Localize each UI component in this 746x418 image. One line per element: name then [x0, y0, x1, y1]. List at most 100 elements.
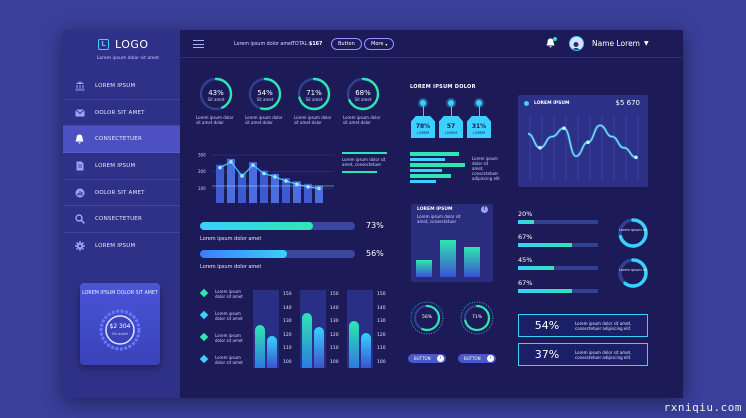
menu-icon[interactable]	[193, 40, 204, 48]
line-point[interactable]	[586, 140, 590, 144]
small-ring-chart	[410, 301, 444, 335]
ring-sub: Sit amet	[207, 97, 225, 102]
line-point[interactable]	[262, 171, 266, 176]
sidebar-item-lorem-ipsum-2[interactable]: LOREM IPSUM	[63, 153, 180, 180]
stat-card[interactable]: 37% Lorem ipsum dolor sit amet, consectet…	[518, 343, 648, 366]
column-tick-label: 120	[377, 332, 386, 338]
h-bar[interactable]	[410, 152, 460, 156]
promo-card[interactable]: LOREM IPSUM DOLOR SIT AMET $2 304 Sit am…	[80, 283, 160, 365]
h-bar[interactable]	[410, 174, 451, 178]
search-icon	[74, 214, 85, 225]
sidebar-item-lorem-ipsum[interactable]: LOREM IPSUM	[63, 73, 180, 100]
list-item[interactable]: Lorem ipsum dolor sit amet	[215, 355, 243, 365]
bar[interactable]	[304, 183, 312, 203]
pin-card[interactable]	[439, 116, 463, 138]
h-bar[interactable]	[410, 157, 445, 161]
ring-value: 68%	[355, 89, 371, 97]
mini-bar[interactable]	[416, 259, 432, 277]
bar[interactable]	[282, 178, 290, 203]
topbar-button-label: Button	[338, 41, 355, 47]
bar[interactable]	[249, 162, 257, 203]
column-tick-label: 130	[377, 319, 386, 324]
column-bar[interactable]	[302, 313, 312, 368]
column-tick-label: 150	[377, 292, 386, 297]
mini-bar[interactable]	[464, 247, 480, 277]
mini-bar[interactable]	[440, 239, 456, 277]
line-point[interactable]	[251, 163, 255, 167]
bar[interactable]	[216, 164, 224, 203]
line-point[interactable]	[306, 185, 310, 189]
bar[interactable]	[271, 173, 279, 203]
pin-sub: LOREM	[444, 131, 458, 135]
small-ring-value: 71%	[471, 315, 482, 320]
line-point[interactable]	[295, 182, 299, 187]
right-bar-track	[518, 220, 598, 224]
donut-chart	[618, 258, 648, 288]
sidebar-item-consectetuer-2[interactable]: CONSECTETUER	[63, 206, 180, 234]
progress-label: Lorem ipsum dolor amet	[200, 236, 262, 242]
line-point[interactable]	[562, 126, 566, 130]
small-ring-button[interactable]: BUTTON ›	[408, 354, 446, 363]
h-bar[interactable]	[410, 179, 437, 183]
avatar[interactable]	[569, 36, 584, 51]
line-point[interactable]	[634, 155, 638, 160]
sidebar-item-label: LOREM IPSUM	[95, 243, 136, 250]
column-bar[interactable]	[349, 321, 359, 368]
line-point[interactable]	[218, 165, 222, 170]
pin-card[interactable]	[411, 116, 435, 138]
list-item[interactable]: Lorem ipsum dolor sit amet	[215, 289, 243, 299]
more-dropdown[interactable]: More ▾	[364, 38, 395, 50]
ring-chart	[297, 77, 331, 111]
ring-caption: Lorem ipsum dolor sit amet dolor	[294, 115, 332, 125]
small-ring-chart	[460, 301, 494, 335]
bar[interactable]	[260, 170, 268, 204]
info-icon[interactable]: !	[481, 206, 488, 213]
small-ring-button[interactable]: BUTTON ›	[458, 354, 496, 363]
right-bar-value: 45%	[518, 256, 533, 264]
topbar-button[interactable]: Button	[331, 38, 362, 50]
sidebar-item-lorem-ipsum-3[interactable]: LOREM IPSUM	[63, 233, 180, 260]
column-bar[interactable]	[314, 327, 324, 368]
stat-card[interactable]: 54% Lorem ipsum dolor sit amet, consectet…	[518, 314, 648, 337]
h-bar[interactable]	[410, 168, 442, 172]
sidebar-nav: LOREM IPSUM DOLOR SIT AMET CONSECTETUER …	[63, 73, 180, 260]
line-point[interactable]	[229, 160, 233, 164]
notification-bell-icon[interactable]	[546, 38, 555, 51]
y-tick-label: 100	[198, 186, 206, 191]
logo[interactable]: L LOGO	[98, 38, 149, 51]
list-item[interactable]: Lorem ipsum dolor sit amet	[215, 333, 243, 343]
right-bar-track	[518, 266, 598, 270]
logo-subtitle: Lorem ipsum dolor sit amet	[97, 56, 159, 61]
bar[interactable]	[227, 158, 235, 203]
column-bar[interactable]	[361, 332, 371, 368]
h-bar[interactable]	[410, 163, 466, 167]
line-point[interactable]	[317, 186, 321, 191]
bar[interactable]	[293, 181, 301, 203]
column-bar[interactable]	[267, 335, 277, 368]
user-name[interactable]: Name Lorem	[592, 39, 640, 48]
pins-title: LOREM IPSUM DOLOR	[410, 84, 476, 90]
right-bar-fill[interactable]	[518, 289, 572, 293]
sidebar-item-dolor-sit-amet-2[interactable]: DOLOR SIT AMET	[63, 180, 180, 207]
right-bar-fill[interactable]	[518, 220, 534, 224]
sidebar-item-consectetuer[interactable]: CONSECTETUER	[63, 126, 180, 154]
mini-chart-card[interactable]: LOREM IPSUM Lorem ipsum dolor sit amet, …	[411, 204, 493, 282]
sidebar-item-dolor-sit-amet[interactable]: DOLOR SIT AMET	[63, 100, 180, 127]
column-bar[interactable]	[255, 325, 265, 368]
pin-card[interactable]	[467, 116, 491, 138]
line-point[interactable]	[273, 175, 277, 179]
user-menu-chevron-icon[interactable]: ▼	[644, 40, 649, 47]
bar[interactable]	[238, 173, 246, 203]
line-point[interactable]	[240, 174, 244, 178]
list-item[interactable]: Lorem ipsum dolor sit amet	[215, 311, 243, 321]
line-chart-card[interactable]: LOREM IPSUM $5 670	[518, 95, 648, 187]
bar[interactable]	[315, 185, 323, 204]
right-bar-fill[interactable]	[518, 243, 572, 247]
line-point[interactable]	[284, 179, 288, 183]
line-point[interactable]	[538, 146, 542, 150]
right-bar-fill[interactable]	[518, 266, 554, 270]
donut-text: Lorem ipsum sit	[619, 228, 647, 232]
watermark: rxniqiu.com	[663, 401, 742, 414]
sidebar-item-label: DOLOR SIT AMET	[95, 109, 145, 116]
line-chart-value: $5 670	[615, 99, 641, 107]
